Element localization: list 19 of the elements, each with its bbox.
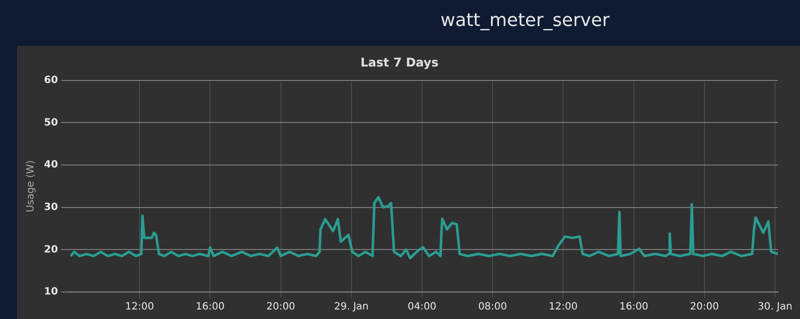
y-tick-label: 50	[44, 117, 58, 128]
x-tick-label: 20:00	[690, 302, 719, 313]
x-tick-label: 30. Jan	[758, 302, 792, 313]
chart-title: watt_meter_server	[440, 10, 610, 31]
x-tick-label: 20:00	[266, 302, 296, 313]
x-tick-label: 08:00	[478, 302, 508, 313]
x-tick-label: 29. Jan	[334, 302, 369, 313]
chart-subtitle: Last 7 Days	[360, 55, 438, 70]
y-axis-title: Usage (W)	[26, 160, 37, 212]
y-tick-label: 60	[44, 74, 58, 86]
x-tick-label: 16:00	[619, 302, 648, 313]
y-tick-label: 20	[44, 244, 58, 256]
y-tick-label: 30	[44, 202, 58, 213]
x-tick-label: 04:00	[408, 302, 436, 313]
y-tick-label: 10	[44, 286, 58, 298]
x-tick-label: 12:00	[548, 302, 578, 313]
y-tick-label: 40	[44, 160, 58, 171]
x-tick-label: 16:00	[196, 302, 225, 313]
x-tick-label: 12:00	[125, 302, 154, 313]
